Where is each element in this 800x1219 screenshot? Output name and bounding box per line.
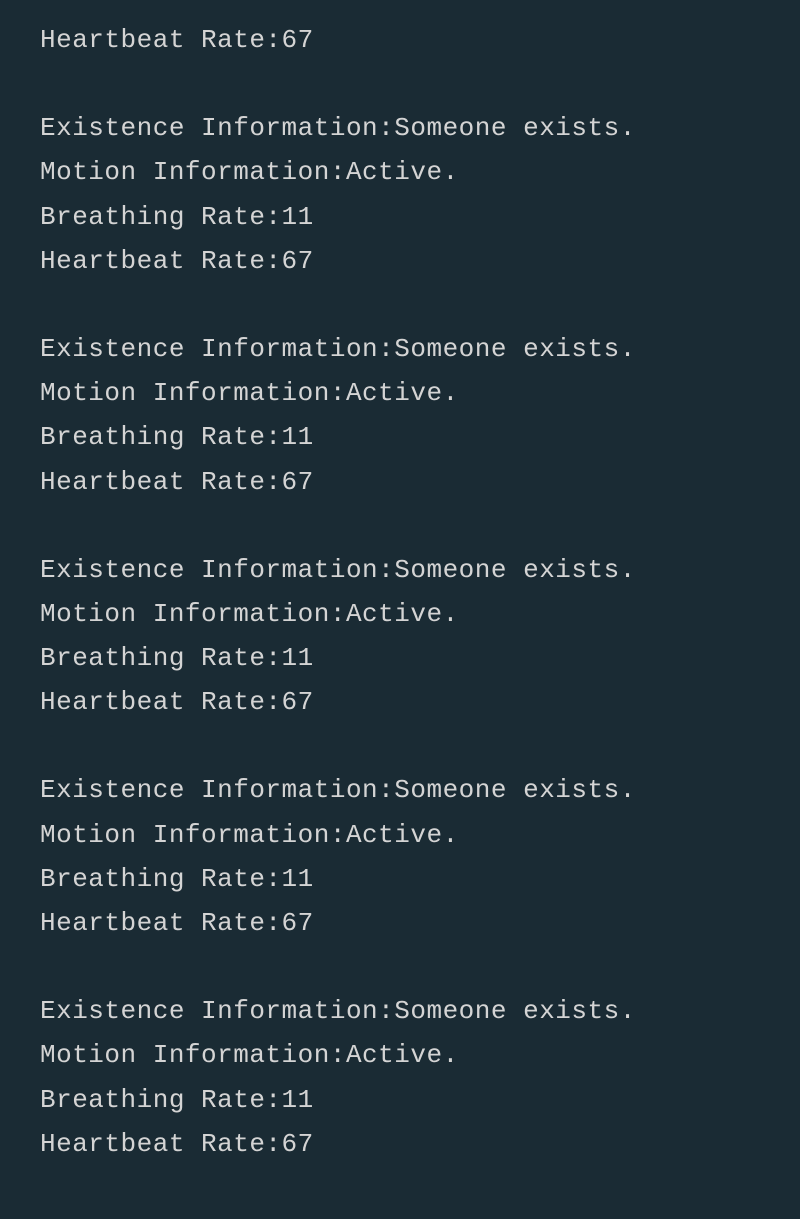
heartbeat-value: 67 bbox=[282, 687, 314, 717]
heartbeat-value: 67 bbox=[282, 25, 314, 55]
motion-value: Active. bbox=[346, 599, 459, 629]
existence-value: Someone exists. bbox=[394, 775, 636, 805]
output-line: Heartbeat Rate:67 bbox=[40, 239, 760, 283]
motion-label: Motion Information: bbox=[40, 820, 346, 850]
breathing-value: 11 bbox=[282, 864, 314, 894]
motion-label: Motion Information: bbox=[40, 378, 346, 408]
motion-value: Active. bbox=[346, 820, 459, 850]
heartbeat-label: Heartbeat Rate: bbox=[40, 25, 282, 55]
breathing-value: 11 bbox=[282, 202, 314, 232]
motion-value: Active. bbox=[346, 157, 459, 187]
terminal-output: Heartbeat Rate:67 Existence Information:… bbox=[40, 18, 760, 1166]
motion-value: Active. bbox=[346, 378, 459, 408]
output-line: Existence Information:Someone exists. bbox=[40, 548, 760, 592]
existence-value: Someone exists. bbox=[394, 996, 636, 1026]
breathing-label: Breathing Rate: bbox=[40, 422, 282, 452]
output-line: Breathing Rate:11 bbox=[40, 1078, 760, 1122]
breathing-value: 11 bbox=[282, 422, 314, 452]
motion-label: Motion Information: bbox=[40, 599, 346, 629]
breathing-value: 11 bbox=[282, 643, 314, 673]
breathing-label: Breathing Rate: bbox=[40, 1085, 282, 1115]
heartbeat-label: Heartbeat Rate: bbox=[40, 1129, 282, 1159]
breathing-value: 11 bbox=[282, 1085, 314, 1115]
output-line: Heartbeat Rate:67 bbox=[40, 680, 760, 724]
heartbeat-value: 67 bbox=[282, 908, 314, 938]
existence-value: Someone exists. bbox=[394, 555, 636, 585]
blank-line bbox=[40, 945, 760, 989]
existence-label: Existence Information: bbox=[40, 775, 394, 805]
existence-label: Existence Information: bbox=[40, 113, 394, 143]
output-line: Breathing Rate:11 bbox=[40, 195, 760, 239]
existence-value: Someone exists. bbox=[394, 113, 636, 143]
breathing-label: Breathing Rate: bbox=[40, 864, 282, 894]
output-line: Motion Information:Active. bbox=[40, 150, 760, 194]
output-line: Heartbeat Rate:67 bbox=[40, 460, 760, 504]
motion-label: Motion Information: bbox=[40, 157, 346, 187]
blank-line bbox=[40, 504, 760, 548]
output-line: Breathing Rate:11 bbox=[40, 857, 760, 901]
existence-value: Someone exists. bbox=[394, 334, 636, 364]
heartbeat-label: Heartbeat Rate: bbox=[40, 246, 282, 276]
output-line: Heartbeat Rate:67 bbox=[40, 1122, 760, 1166]
heartbeat-value: 67 bbox=[282, 1129, 314, 1159]
output-line: Heartbeat Rate:67 bbox=[40, 18, 760, 62]
output-line: Existence Information:Someone exists. bbox=[40, 768, 760, 812]
output-line: Motion Information:Active. bbox=[40, 592, 760, 636]
existence-label: Existence Information: bbox=[40, 996, 394, 1026]
existence-label: Existence Information: bbox=[40, 555, 394, 585]
existence-label: Existence Information: bbox=[40, 334, 394, 364]
output-line: Motion Information:Active. bbox=[40, 813, 760, 857]
blank-line bbox=[40, 283, 760, 327]
output-line: Motion Information:Active. bbox=[40, 371, 760, 415]
output-line: Heartbeat Rate:67 bbox=[40, 901, 760, 945]
output-line: Breathing Rate:11 bbox=[40, 636, 760, 680]
output-line: Breathing Rate:11 bbox=[40, 415, 760, 459]
breathing-label: Breathing Rate: bbox=[40, 202, 282, 232]
heartbeat-label: Heartbeat Rate: bbox=[40, 467, 282, 497]
output-line: Motion Information:Active. bbox=[40, 1033, 760, 1077]
output-line: Existence Information:Someone exists. bbox=[40, 106, 760, 150]
breathing-label: Breathing Rate: bbox=[40, 643, 282, 673]
blank-line bbox=[40, 62, 760, 106]
heartbeat-value: 67 bbox=[282, 467, 314, 497]
output-line: Existence Information:Someone exists. bbox=[40, 327, 760, 371]
output-line: Existence Information:Someone exists. bbox=[40, 989, 760, 1033]
heartbeat-label: Heartbeat Rate: bbox=[40, 908, 282, 938]
motion-label: Motion Information: bbox=[40, 1040, 346, 1070]
blank-line bbox=[40, 724, 760, 768]
motion-value: Active. bbox=[346, 1040, 459, 1070]
heartbeat-label: Heartbeat Rate: bbox=[40, 687, 282, 717]
heartbeat-value: 67 bbox=[282, 246, 314, 276]
